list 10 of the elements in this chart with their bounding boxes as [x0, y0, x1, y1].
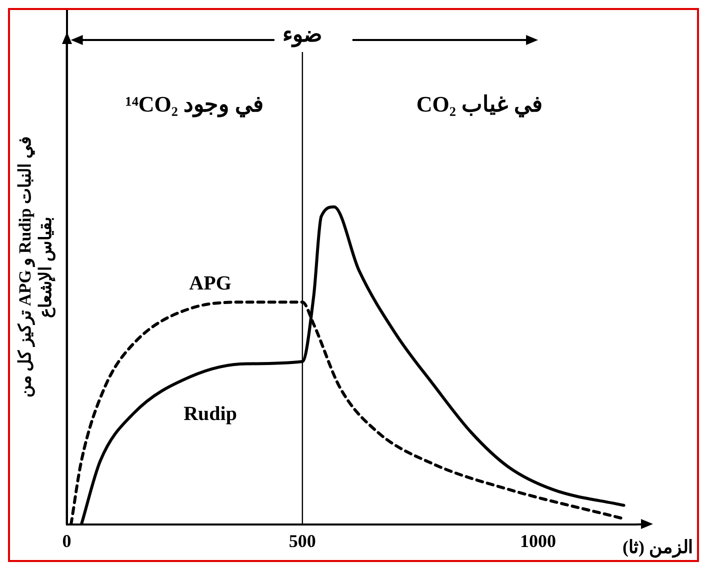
series-label: APG	[189, 272, 232, 295]
text: في وجود ¹⁴CO₂	[125, 92, 264, 118]
y-axis-title: تركيز كل من APG و Rudip في النبات بقياس الإشعاع	[16, 136, 56, 398]
x-tick-label: 0	[62, 530, 72, 551]
x-tick-label: 1000	[520, 530, 556, 551]
x-tick-label: 500	[288, 530, 316, 551]
text: ضوء	[282, 22, 322, 48]
series-label: Rudip	[184, 402, 237, 425]
text: في غياب CO₂	[416, 92, 544, 118]
x-axis-title: الزمن (ثا)	[622, 537, 693, 558]
